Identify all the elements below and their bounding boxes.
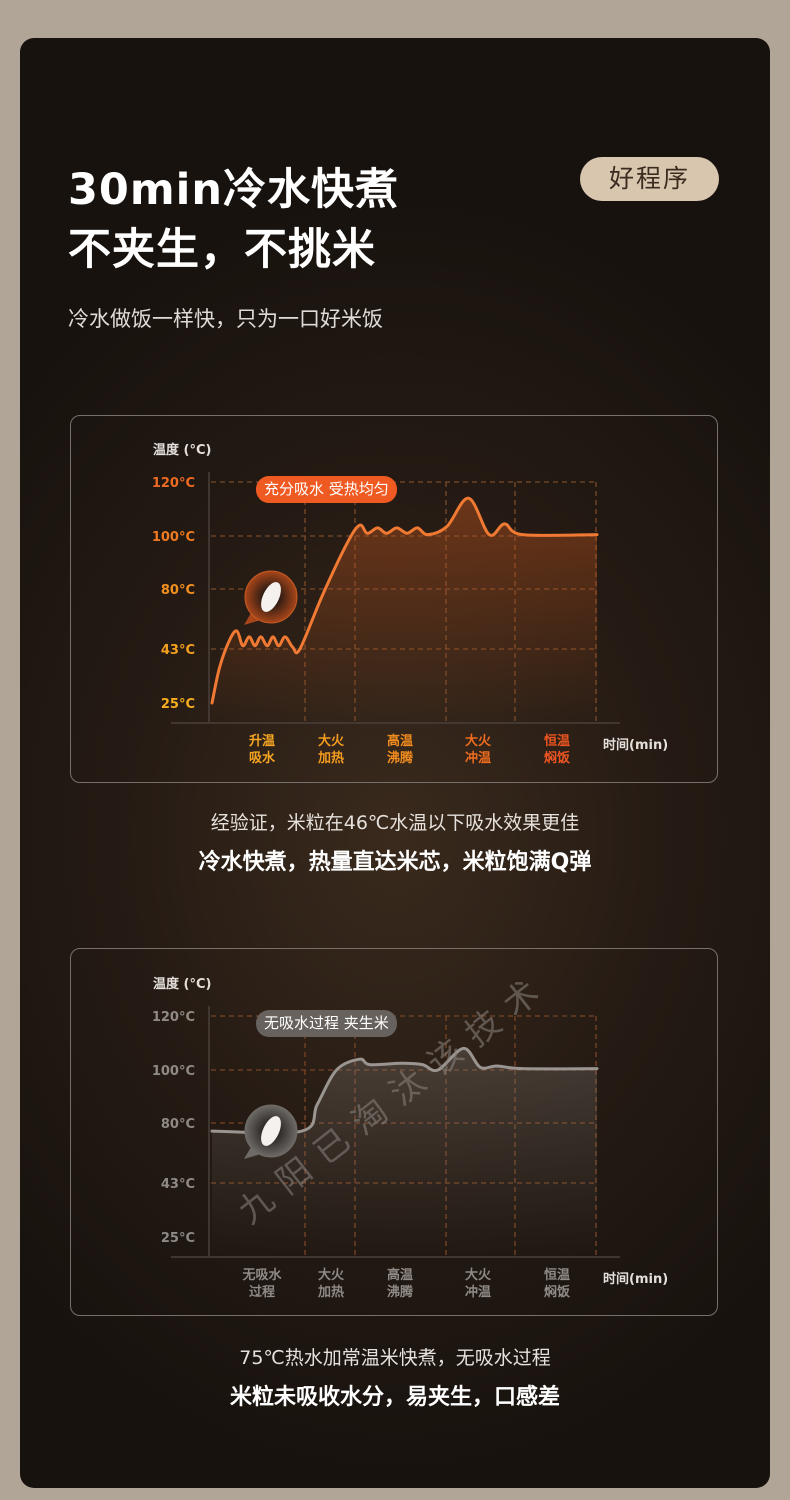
x-category-label: 大火冲温 [465,733,492,766]
x-category-label: 高温沸腾 [387,733,414,766]
chart-panel-hot-water [70,948,718,1316]
annotation-text: 无吸水过程 夹生米 [256,1010,397,1037]
caption-1-line-2: 冷水快煮，热量直达米芯，米粒饱满Q弹 [198,850,592,875]
x-category-label: 恒温焖饭 [544,733,570,766]
rice-grain-bubble-icon [244,1104,298,1159]
rice-grain-bubble-icon [244,570,298,625]
temperature-line [210,496,599,705]
y-tick-label: 25°C [161,697,195,712]
headline-line-2: 不夹生，不挑米 [68,225,376,275]
caption-2-line-2: 米粒未吸收水分，易夹生，口感差 [229,1385,560,1410]
subtitle: 冷水做饭一样快，只为一口好米饭 [68,307,383,331]
temperature-line [210,1046,599,1135]
x-category-label: 升温吸水 [249,733,276,766]
caption-2-line-1: 75℃热水加常温米快煮，无吸水过程 [239,1347,551,1369]
y-tick-label: 120°C [152,1010,195,1025]
x-axis-title: 时间(min) [603,737,668,753]
chart-panel-cold-water [70,415,718,783]
annotation-callout: 充分吸水 受热均匀 [256,476,397,503]
chart-2: 温度 (°C) 25°C 43°C 80°C 100°C 120°C 无吸水过程 大火加热 高温… [152,964,668,1300]
caption-1-line-1: 经验证，米粒在46℃水温以下吸水效果更佳 [210,812,580,834]
y-axis-title: 温度 (°C) [153,976,211,992]
area-fill [212,1048,597,1256]
annotation-text: 充分吸水 受热均匀 [256,476,397,503]
y-tick-label: 100°C [152,1064,195,1079]
x-category-label: 大火冲温 [465,1267,492,1300]
x-category-label: 无吸水过程 [241,1267,282,1300]
y-axis-title: 温度 (°C) [153,442,211,458]
x-category-label: 大火加热 [317,1267,345,1300]
x-category-label: 高温沸腾 [387,1267,414,1300]
y-tick-label: 100°C [152,530,195,545]
y-tick-label: 120°C [152,476,195,491]
chart-1: 温度 (°C) 25°C 43°C 80°C 100°C 120°C 升温吸水 大火加热 高温沸… [152,442,668,766]
y-tick-label: 80°C [161,1117,195,1132]
area-fill [212,498,597,722]
y-tick-label: 43°C [161,1177,195,1192]
annotation-callout: 无吸水过程 夹生米 [256,1010,397,1037]
y-tick-label: 25°C [161,1231,195,1246]
x-category-label: 大火加热 [317,733,345,766]
headline-line-1: 30min冷水快煮 [68,165,399,215]
x-axis-title: 时间(min) [603,1271,668,1287]
x-category-label: 恒温焖饭 [544,1267,570,1300]
program-badge: 好程序 [580,157,719,201]
y-tick-label: 43°C [161,643,195,658]
y-tick-label: 80°C [161,583,195,598]
